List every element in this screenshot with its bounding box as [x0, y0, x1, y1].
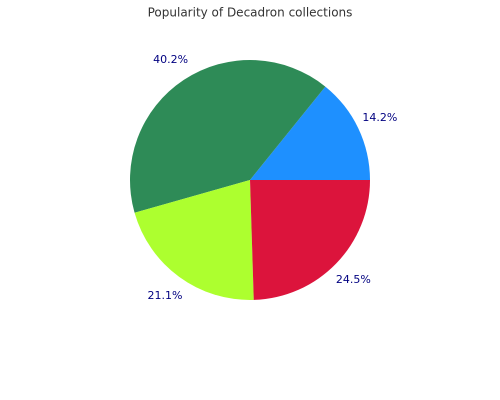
- slice-label: 24.5%: [336, 273, 371, 286]
- chart-title: Popularity of Decadron collections: [148, 6, 353, 20]
- slice-label: 14.2%: [362, 111, 397, 124]
- slice-label: 21.1%: [148, 289, 183, 302]
- pie-slice: [134, 180, 254, 300]
- pie-slice: [250, 86, 370, 180]
- pie-slice: [130, 60, 326, 213]
- pie-slice: [250, 180, 370, 300]
- slice-label: 40.2%: [153, 53, 188, 66]
